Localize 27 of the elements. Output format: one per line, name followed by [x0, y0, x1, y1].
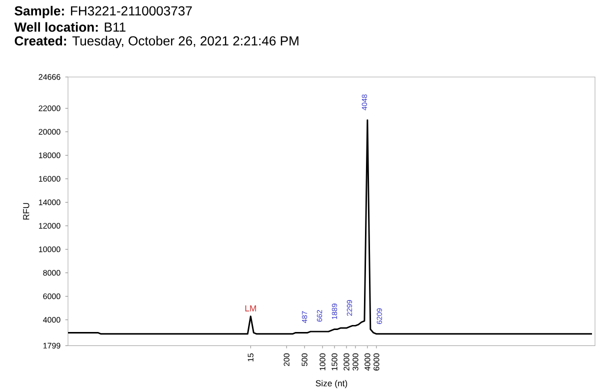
text: Created: Tuesday, October 26, 2021 2:21:46 PM	[14, 36, 298, 48]
y-axis-title: RFU	[23, 203, 30, 220]
x-tick-label: 3000	[352, 353, 358, 371]
x-tick-label: 1500	[332, 353, 338, 370]
x-tick-label: 500	[302, 353, 308, 366]
y-tick-label: 14000	[38, 199, 60, 206]
annotation: LM	[245, 305, 256, 312]
x-tick-label: 2000	[344, 353, 350, 370]
x-axis-title: Size (nt)	[316, 380, 348, 388]
x-tick-label: 200	[284, 353, 290, 366]
y-tick-label: 8000	[43, 270, 60, 276]
y-tick-label: 12000	[38, 222, 60, 229]
y-tick-label: 18000	[38, 152, 60, 158]
y-tick-label: 4000	[43, 316, 60, 323]
x-tick-label: 15	[248, 353, 254, 362]
chart-subtitle: Well location: B11	[14, 22, 126, 32]
y-tick-label: 6000	[43, 293, 60, 300]
y-tick-label: 1799	[43, 342, 60, 349]
x-tick-label: 4000	[364, 353, 370, 371]
y-tick-label: 24666	[38, 74, 60, 80]
y-tick-label: 22000	[38, 105, 60, 112]
x-tick-label: 1000	[320, 353, 326, 370]
y-tick-label: 16000	[38, 176, 60, 182]
y-tick-label: 20000	[38, 128, 60, 135]
y-tick-label: 10000	[38, 246, 60, 252]
chart-title: Sample: FH3221-2110003737	[14, 6, 192, 18]
x-tick-label: 6000	[374, 353, 380, 370]
